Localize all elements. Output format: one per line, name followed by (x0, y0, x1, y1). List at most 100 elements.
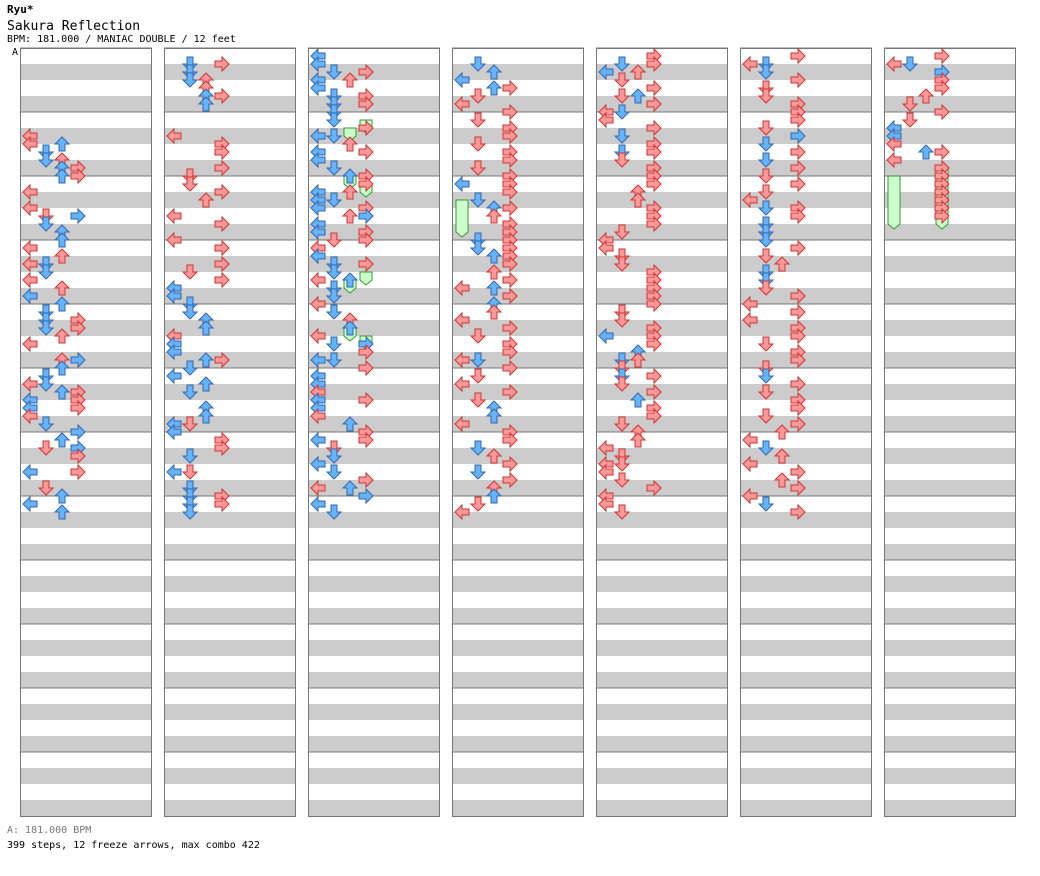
up-arrow-note (197, 352, 215, 368)
right-arrow-note (790, 463, 806, 481)
beat-stripe (20, 608, 152, 624)
down-arrow-note (181, 176, 199, 192)
beat-stripe (884, 304, 1016, 320)
beat-stripe (20, 800, 152, 816)
down-arrow-note (37, 320, 55, 336)
beat-stripe (164, 48, 296, 64)
down-arrow-note (325, 160, 343, 176)
right-arrow-note (358, 175, 374, 193)
beat-stripe (596, 128, 728, 144)
beat-stripe (20, 720, 152, 736)
up-arrow-note (629, 352, 647, 368)
beat-stripe (452, 784, 584, 800)
beat-stripe (884, 112, 1016, 128)
song-title: Sakura Reflection (7, 19, 141, 34)
down-arrow-note (181, 304, 199, 320)
down-arrow-note (757, 280, 775, 296)
beat-stripe (884, 224, 1016, 240)
right-arrow-note (646, 215, 662, 233)
beat-stripe (308, 336, 440, 352)
beat-stripe (452, 336, 584, 352)
down-arrow-note (181, 464, 199, 480)
beat-stripe (740, 128, 872, 144)
left-arrow-note (22, 239, 38, 257)
chart-info: BPM: 181.000 / MANIAC DOUBLE / 12 feet (7, 34, 236, 45)
beat-stripe (740, 784, 872, 800)
down-arrow-note (469, 112, 487, 128)
right-arrow-note (214, 215, 230, 233)
bpm-footer: A: 181.000 BPM (7, 825, 92, 836)
chart-column-border (308, 48, 440, 817)
beat-stripe (596, 480, 728, 496)
up-arrow-note (53, 488, 71, 504)
right-arrow-note (502, 79, 518, 97)
beat-stripe (452, 384, 584, 400)
beat-stripe (452, 688, 584, 704)
right-arrow-note (646, 335, 662, 353)
down-arrow-note (613, 312, 631, 328)
up-arrow-note (53, 296, 71, 312)
beat-stripe (884, 96, 1016, 112)
chart-column-border (596, 48, 728, 817)
up-arrow-note (341, 480, 359, 496)
beat-stripe (740, 384, 872, 400)
beat-stripe (452, 448, 584, 464)
left-arrow-note (310, 455, 326, 473)
up-arrow-note (629, 64, 647, 80)
beat-stripe (308, 128, 440, 144)
beat-stripe (740, 800, 872, 816)
left-arrow-note (454, 311, 470, 329)
beat-stripe (740, 432, 872, 448)
beat-stripe (308, 448, 440, 464)
beat-stripe (740, 592, 872, 608)
beat-stripe (308, 160, 440, 176)
up-arrow-note (773, 256, 791, 272)
down-arrow-note (469, 440, 487, 456)
right-arrow-note (502, 431, 518, 449)
down-arrow-note (757, 368, 775, 384)
freeze-arrow-body (359, 271, 373, 286)
beat-stripe (164, 480, 296, 496)
beat-stripe (452, 400, 584, 416)
right-arrow-note (358, 95, 374, 113)
right-arrow-note (790, 159, 806, 177)
beat-stripe (596, 144, 728, 160)
beat-stripe (452, 544, 584, 560)
beat-stripe (164, 576, 296, 592)
down-arrow-note (325, 504, 343, 520)
beat-stripe (452, 256, 584, 272)
beat-stripe (164, 432, 296, 448)
beat-stripe (596, 160, 728, 176)
right-arrow-note (790, 351, 806, 369)
beat-stripe (20, 384, 152, 400)
beat-stripe (884, 448, 1016, 464)
down-arrow-note (613, 72, 631, 88)
beat-stripe (164, 528, 296, 544)
beat-stripe (596, 336, 728, 352)
beat-stripe (452, 224, 584, 240)
beat-stripe (452, 624, 584, 640)
beat-stripe (20, 640, 152, 656)
down-arrow-note (325, 304, 343, 320)
beat-stripe (20, 176, 152, 192)
beat-stripe (596, 784, 728, 800)
left-arrow-note (742, 191, 758, 209)
beat-stripe (452, 800, 584, 816)
right-arrow-note (502, 383, 518, 401)
beat-stripe (164, 320, 296, 336)
beat-stripe (308, 352, 440, 368)
down-arrow-note (181, 360, 199, 376)
left-arrow-note (454, 375, 470, 393)
down-arrow-note (901, 112, 919, 128)
beat-stripe (164, 640, 296, 656)
up-arrow-note (341, 272, 359, 288)
up-arrow-note (53, 504, 71, 520)
beat-stripe (596, 688, 728, 704)
down-arrow-note (37, 216, 55, 232)
beat-stripe (884, 176, 1016, 192)
beat-stripe (308, 368, 440, 384)
right-arrow-note (358, 359, 374, 377)
down-arrow-note (757, 120, 775, 136)
left-arrow-note (310, 271, 326, 289)
right-arrow-note (214, 143, 230, 161)
